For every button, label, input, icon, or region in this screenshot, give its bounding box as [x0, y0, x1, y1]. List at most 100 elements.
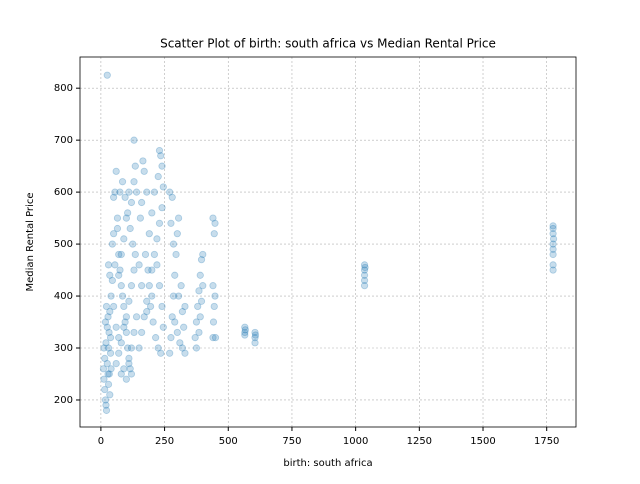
- point: [130, 328, 138, 337]
- point: [108, 276, 116, 285]
- point: [251, 334, 259, 342]
- point: [145, 282, 153, 290]
- point: [106, 271, 114, 279]
- point: [135, 261, 143, 269]
- point: [130, 136, 138, 144]
- point: [104, 370, 112, 378]
- point: [210, 230, 218, 238]
- point: [149, 318, 157, 326]
- point: [120, 323, 128, 331]
- point: [194, 302, 202, 311]
- point: [121, 193, 129, 201]
- point: [117, 370, 125, 378]
- point: [126, 224, 134, 233]
- x-tick-label: 0: [98, 436, 104, 447]
- point: [251, 328, 259, 337]
- point: [360, 266, 369, 274]
- point: [117, 282, 125, 290]
- y-tick-label: 200: [54, 395, 73, 406]
- point: [101, 318, 110, 326]
- point: [107, 365, 115, 373]
- point: [125, 297, 133, 305]
- y-tick-label: 600: [54, 187, 73, 198]
- point: [145, 230, 153, 238]
- y-tick-label: 700: [54, 135, 73, 146]
- point: [549, 266, 557, 274]
- point: [118, 292, 127, 300]
- point: [150, 188, 158, 196]
- point: [211, 334, 220, 342]
- point: [115, 334, 123, 342]
- point: [101, 396, 110, 404]
- point: [178, 308, 187, 316]
- x-tick-label: 500: [219, 436, 238, 447]
- point: [199, 250, 207, 259]
- point: [172, 250, 180, 259]
- point: [195, 287, 203, 295]
- point: [112, 360, 120, 368]
- point: [130, 266, 138, 274]
- point: [110, 193, 118, 201]
- point: [120, 302, 128, 311]
- point: [173, 328, 181, 337]
- point: [113, 214, 122, 222]
- point: [125, 188, 133, 196]
- point: [360, 276, 369, 285]
- point: [549, 261, 557, 269]
- point: [549, 224, 557, 233]
- point: [100, 375, 108, 383]
- point: [159, 183, 167, 191]
- point: [124, 209, 132, 217]
- point: [127, 198, 136, 207]
- point: [107, 292, 115, 300]
- point: [192, 318, 201, 326]
- point: [196, 271, 204, 279]
- point: [146, 302, 155, 311]
- point: [209, 214, 217, 222]
- point: [105, 328, 113, 337]
- point: [117, 339, 125, 347]
- point: [154, 172, 162, 181]
- point: [143, 308, 151, 316]
- point: [118, 178, 127, 186]
- point: [153, 261, 161, 269]
- point: [132, 188, 141, 196]
- point: [174, 214, 183, 222]
- point: [167, 219, 175, 227]
- point: [116, 266, 124, 274]
- point: [99, 365, 108, 373]
- point: [112, 323, 120, 331]
- point: [120, 365, 128, 373]
- point: [209, 318, 218, 326]
- point: [174, 292, 183, 300]
- point: [104, 380, 113, 388]
- point: [157, 152, 165, 160]
- x-tick-label: 250: [155, 436, 174, 447]
- x-tick-label: 1250: [407, 436, 432, 447]
- point: [176, 339, 184, 347]
- point: [211, 219, 219, 227]
- point: [126, 365, 134, 373]
- point: [148, 209, 156, 217]
- point: [211, 292, 219, 300]
- point: [102, 401, 110, 409]
- point: [251, 339, 259, 347]
- point: [153, 235, 161, 243]
- point: [127, 370, 136, 378]
- point: [125, 360, 133, 368]
- point: [102, 302, 111, 311]
- point: [166, 349, 174, 357]
- point: [209, 334, 217, 342]
- point: [197, 297, 206, 305]
- point: [152, 334, 160, 342]
- y-axis-label: Median Rental Price: [25, 193, 36, 292]
- point: [130, 178, 138, 186]
- point: [122, 328, 130, 337]
- point: [158, 302, 166, 311]
- point: [169, 292, 178, 300]
- x-axis-label: birth: south africa: [283, 458, 372, 469]
- point: [196, 313, 204, 321]
- point: [110, 302, 118, 311]
- point: [173, 230, 181, 238]
- point: [210, 302, 218, 311]
